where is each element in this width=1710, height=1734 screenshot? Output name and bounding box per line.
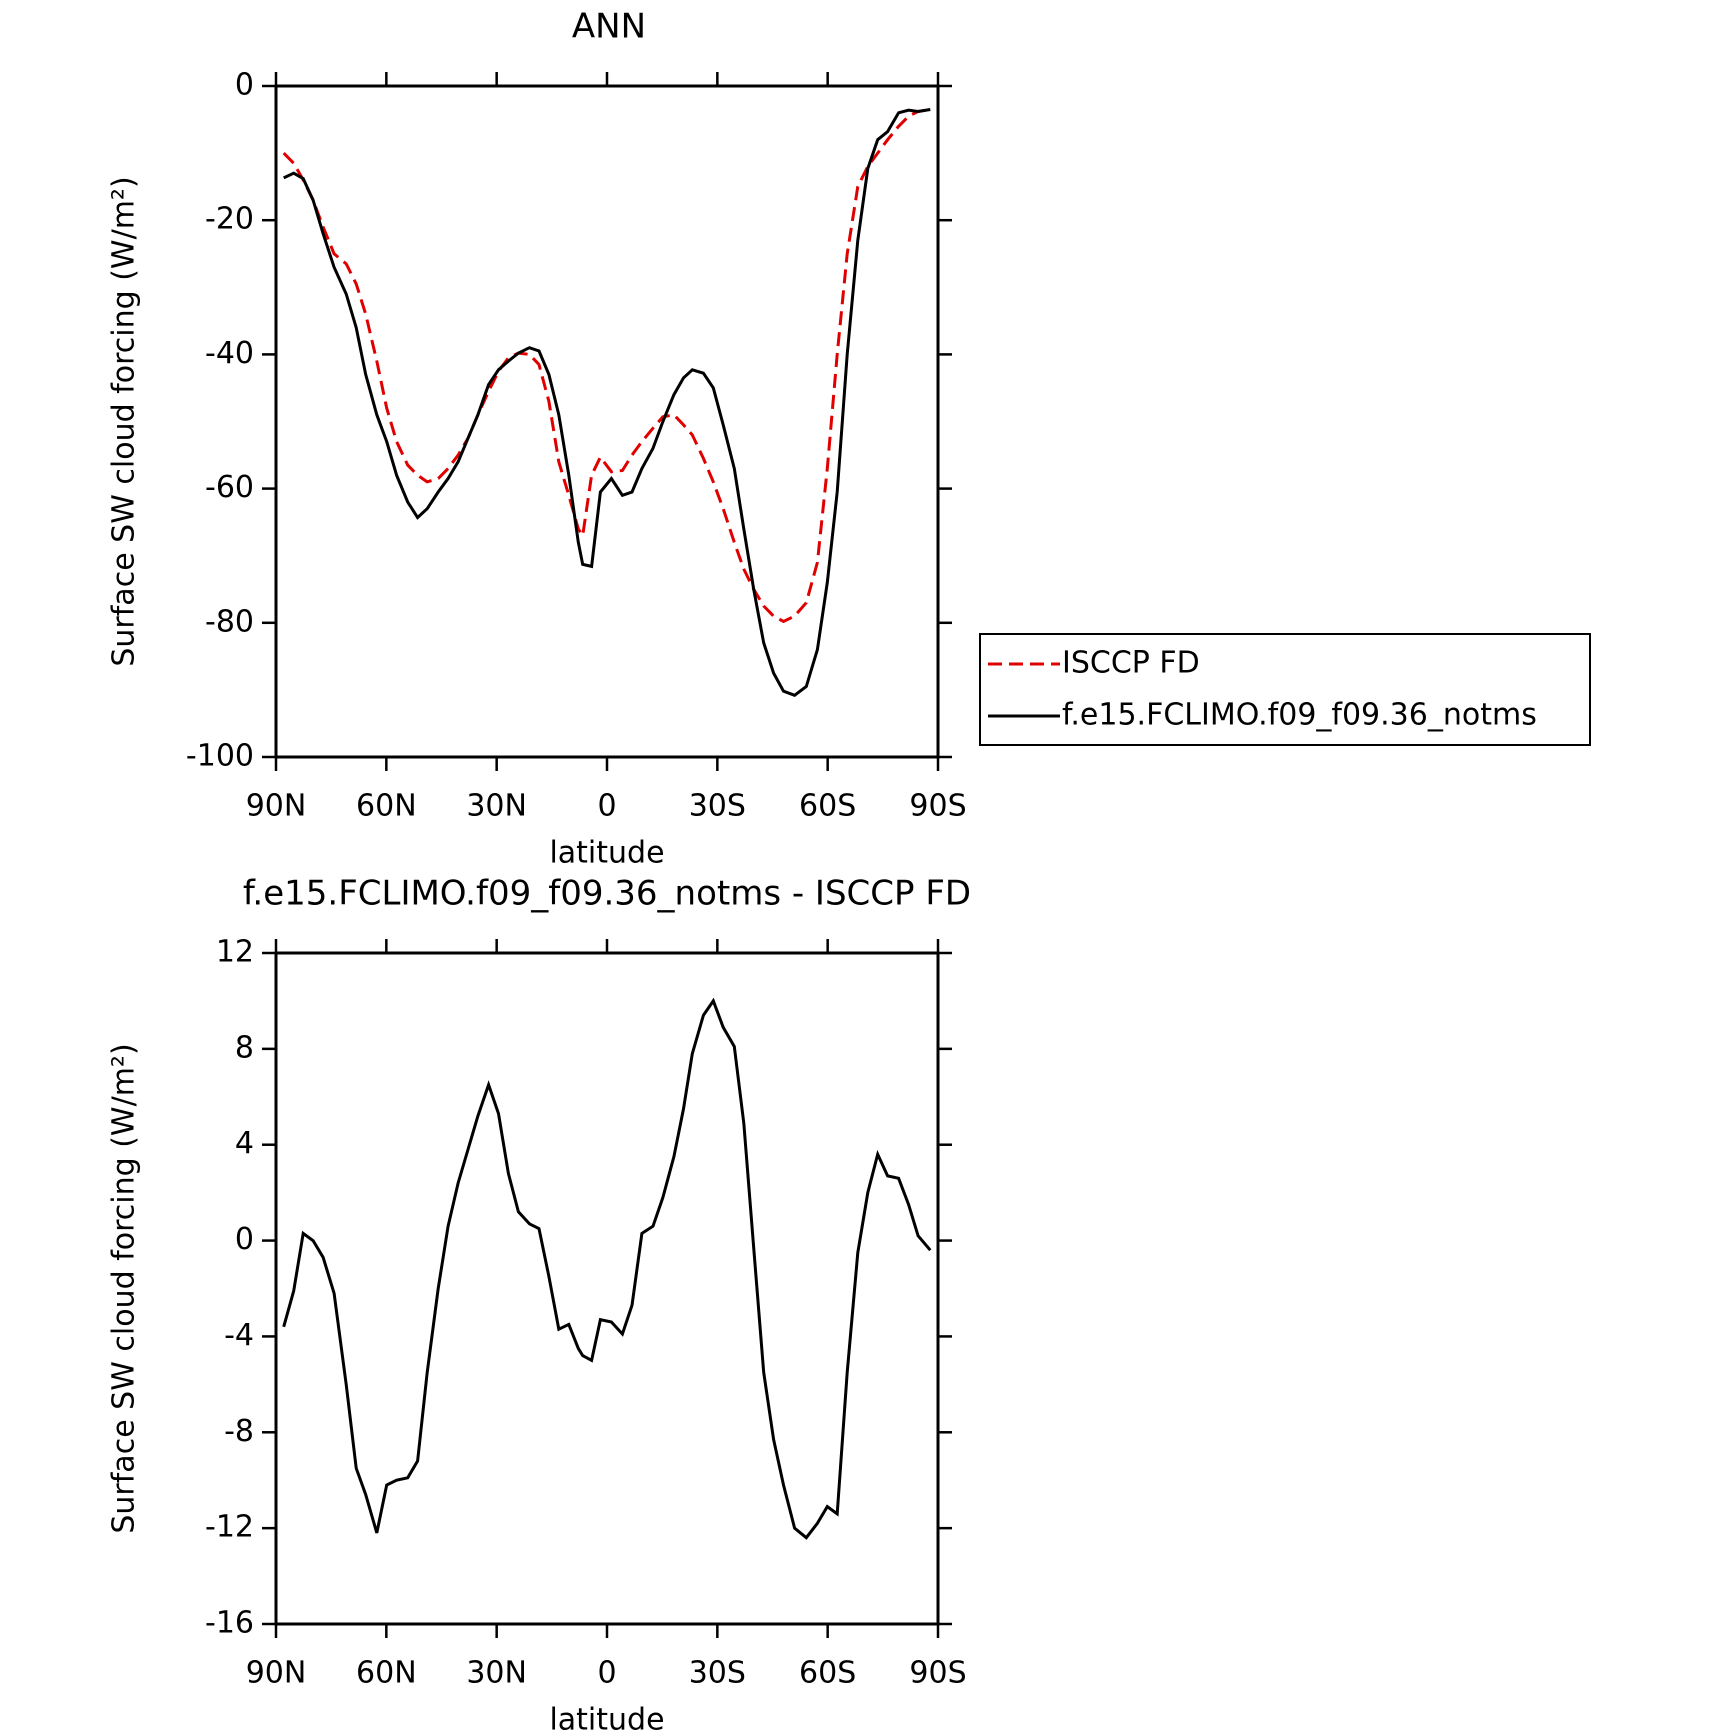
x-tick-label: 90N	[246, 1656, 307, 1691]
x-tick-label: 30N	[466, 789, 527, 824]
plot-frame	[274, 951, 940, 1626]
data-line	[282, 108, 931, 624]
y-tick-label: -20	[205, 202, 254, 237]
y-tick-label: 8	[235, 1030, 254, 1065]
y-tick-label: -16	[205, 1606, 254, 1641]
x-tick-label: 30S	[689, 789, 746, 824]
x-tick-label: 0	[597, 1656, 616, 1691]
x-tick-label: 90S	[909, 1656, 966, 1691]
y-tick-label: -60	[205, 470, 254, 505]
y-tick-label: 0	[235, 68, 254, 103]
y-tick-label: 0	[235, 1222, 254, 1257]
legend-box	[979, 633, 1591, 746]
x-tick-label: 90S	[909, 789, 966, 824]
y-tick-label: 4	[235, 1126, 254, 1161]
x-tick-label: 30N	[466, 1656, 527, 1691]
data-line	[283, 108, 931, 697]
y-tick-label: -100	[186, 739, 254, 774]
x-tick-label: 60S	[799, 789, 856, 824]
x-tick-label: 60N	[356, 1656, 417, 1691]
y-tick-label: -4	[224, 1318, 254, 1353]
x-axis-label: latitude	[549, 836, 664, 871]
x-tick-label: 0	[597, 789, 616, 824]
x-tick-label: 60N	[356, 789, 417, 824]
y-axis-label: Surface SW cloud forcing (W/m²)	[107, 1043, 142, 1533]
x-tick-label: 60S	[799, 1656, 856, 1691]
chart-title: ANN	[572, 7, 646, 47]
y-tick-label: -40	[205, 336, 254, 371]
x-tick-label: 30S	[689, 1656, 746, 1691]
y-tick-label: -12	[205, 1510, 254, 1545]
chart-title: f.e15.FCLIMO.f09_f09.36_notms - ISCCP FD	[243, 874, 971, 914]
x-tick-label: 90N	[246, 789, 307, 824]
x-axis-label: latitude	[549, 1703, 664, 1734]
data-line	[282, 997, 932, 1540]
y-axis-label: Surface SW cloud forcing (W/m²)	[107, 176, 142, 666]
plot-frame	[274, 84, 940, 759]
y-tick-label: -80	[205, 604, 254, 639]
y-tick-label: -8	[224, 1414, 254, 1449]
legend-label: f.e15.FCLIMO.f09_f09.36_notms	[1062, 698, 1537, 733]
y-tick-label: 12	[216, 935, 254, 970]
legend-label: ISCCP FD	[1062, 646, 1200, 681]
